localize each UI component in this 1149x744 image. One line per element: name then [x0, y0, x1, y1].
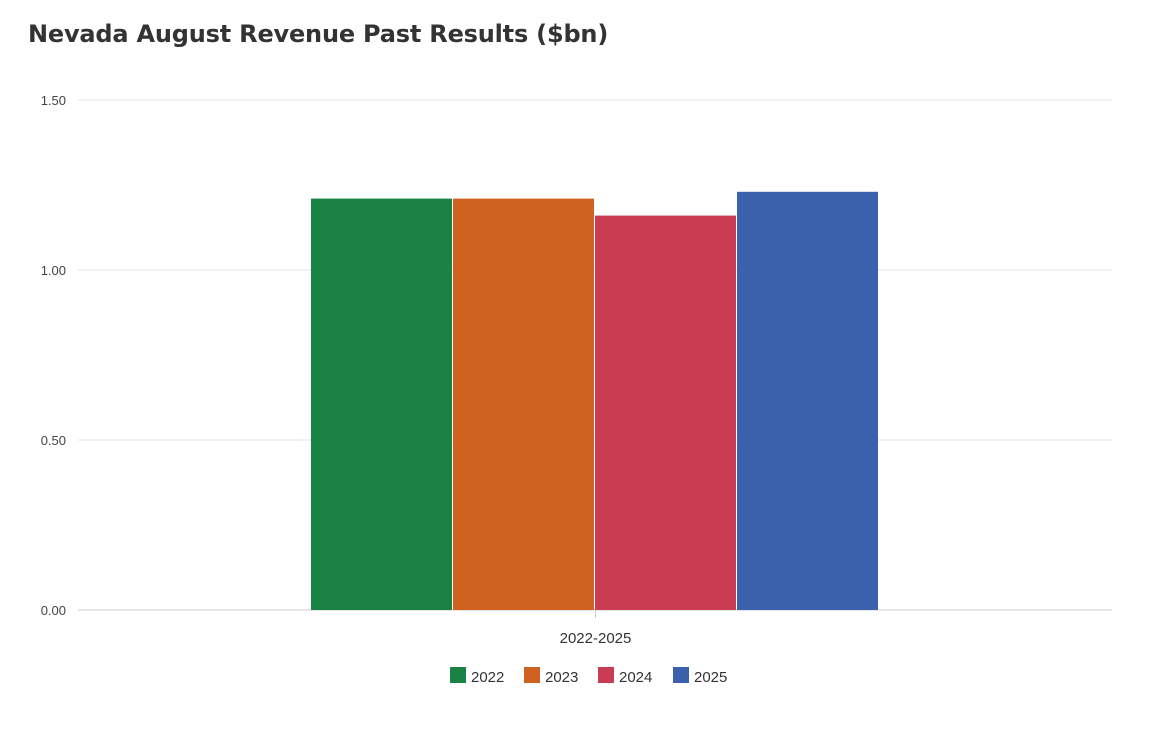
- legend-item-2025: 2025: [673, 667, 727, 686]
- y-tick-label: 0.50: [41, 433, 66, 448]
- legend-item-2024: 2024: [598, 667, 652, 686]
- chart-title: Nevada August Revenue Past Results ($bn): [28, 20, 609, 48]
- x-tick-label: 2022-2025: [560, 630, 632, 647]
- legend-swatch: [450, 667, 466, 683]
- legend-swatch: [673, 667, 689, 683]
- legend-label: 2023: [545, 669, 578, 686]
- legend-label: 2022: [471, 669, 504, 686]
- y-axis: 0.00 0.50 1.00 1.50: [41, 93, 66, 618]
- bar-2023: [453, 198, 594, 610]
- x-axis: 2022-2025: [560, 610, 632, 647]
- legend-label: 2024: [619, 669, 652, 686]
- y-tick-label: 0.00: [41, 603, 66, 618]
- legend-item-2023: 2023: [524, 667, 578, 686]
- bar-2024: [595, 215, 736, 610]
- y-tick-label: 1.00: [41, 263, 66, 278]
- y-tick-label: 1.50: [41, 93, 66, 108]
- legend-swatch: [598, 667, 614, 683]
- bars: [311, 191, 878, 611]
- legend-item-2022: 2022: [450, 667, 504, 686]
- legend: 2022 2023 2024 2025: [450, 667, 727, 686]
- bar-2025: [737, 191, 878, 611]
- bar-2022: [311, 198, 452, 610]
- legend-label: 2025: [694, 669, 727, 686]
- legend-swatch: [524, 667, 540, 683]
